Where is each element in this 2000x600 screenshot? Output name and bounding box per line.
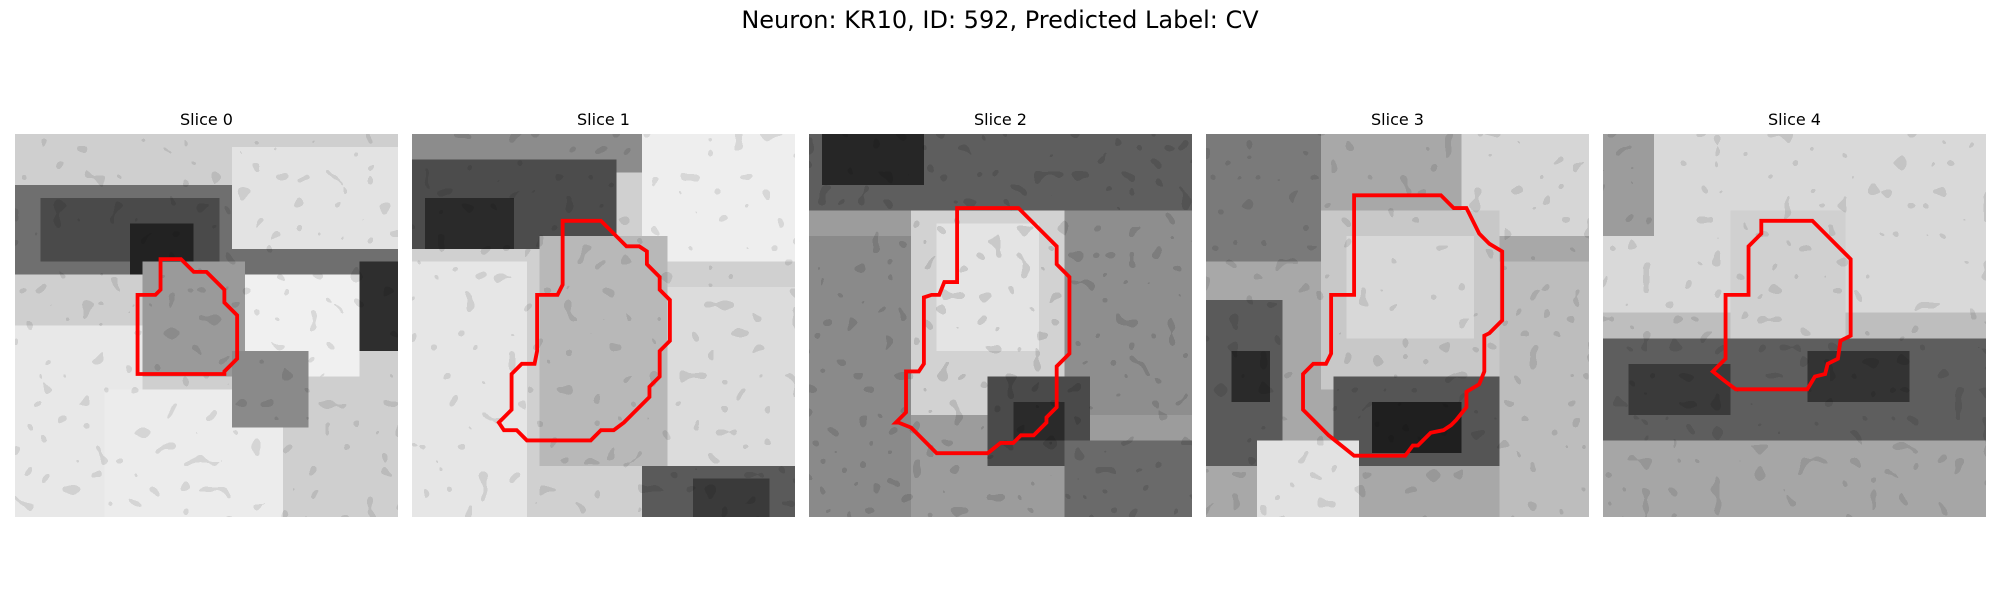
- slice-title-0: Slice 0: [180, 110, 233, 129]
- roi-outline: [1301, 193, 1505, 458]
- slice-panel-1: Slice 1: [412, 110, 795, 518]
- slice-title-2: Slice 2: [974, 110, 1027, 129]
- slice-noise: [412, 134, 795, 517]
- slice-image-2: [809, 134, 1192, 517]
- slice-image-1: [412, 134, 795, 517]
- slice-panel-0: Slice 0: [15, 110, 398, 518]
- slice-panel-3: Slice 3: [1206, 110, 1589, 518]
- slice-noise: [809, 134, 1192, 517]
- roi-outline: [135, 257, 240, 376]
- slice-image-3: [1206, 134, 1589, 517]
- roi-outline: [496, 218, 672, 443]
- slice-title-1: Slice 1: [577, 110, 630, 129]
- slice-image-0: [15, 134, 398, 517]
- slice-noise: [1206, 134, 1589, 517]
- roi-outline: [891, 206, 1072, 456]
- slice-image-4: [1603, 134, 1986, 517]
- figure-title: Neuron: KR10, ID: 592, Predicted Label: …: [741, 6, 1259, 34]
- slice-panel-4: Slice 4: [1603, 110, 1986, 518]
- roi-outline: [1709, 218, 1853, 392]
- slice-panel-2: Slice 2: [809, 110, 1192, 518]
- slice-title-3: Slice 3: [1371, 110, 1424, 129]
- slice-title-4: Slice 4: [1768, 110, 1821, 129]
- slice-noise: [1603, 134, 1986, 517]
- slice-noise: [15, 134, 398, 517]
